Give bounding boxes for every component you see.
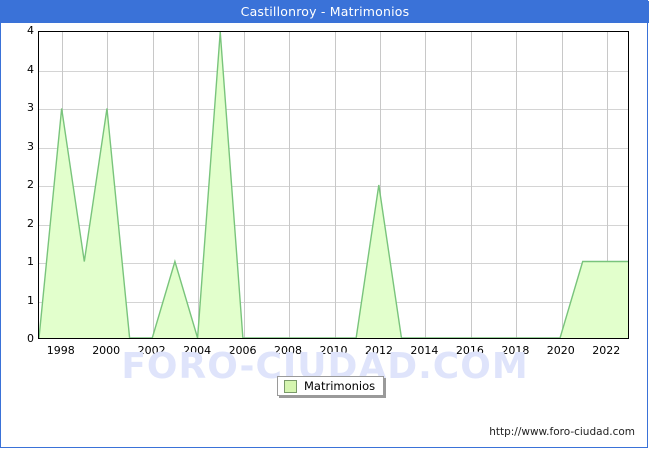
grid-line-horizontal — [39, 147, 628, 149]
grid-line-vertical — [516, 32, 518, 338]
grid-line-vertical — [470, 32, 472, 338]
grid-line-horizontal — [39, 301, 628, 303]
grid-line-horizontal — [39, 109, 628, 110]
y-axis-labels: 4 4 3 3 2 2 1 1 0 — [1, 25, 34, 344]
area-outline — [39, 32, 628, 338]
grid-line-horizontal — [39, 70, 628, 72]
y-axis-tick-label: 0 — [27, 332, 34, 345]
grid-line-vertical — [334, 32, 336, 338]
y-axis-tick-label: 3 — [27, 139, 34, 153]
grid-line-vertical — [561, 32, 563, 338]
x-axis-tick-label: 2012 — [364, 344, 393, 357]
series-matrimonios — [39, 32, 628, 338]
area-fill — [39, 32, 628, 338]
grid-line-horizontal — [39, 186, 628, 187]
x-axis-tick-label: 2006 — [228, 344, 257, 357]
grid-line-vertical — [243, 32, 245, 338]
x-axis-tick-label: 2008 — [274, 344, 303, 357]
x-axis-tick-label: 2000 — [92, 344, 121, 357]
x-axis-tick-label: 2016 — [455, 344, 484, 357]
plot-area — [38, 31, 629, 339]
grid-line-vertical — [152, 32, 154, 338]
x-axis-tick-label: 2002 — [137, 344, 166, 357]
x-axis-tick-label: 2014 — [410, 344, 439, 357]
y-axis-tick-label: 4 — [27, 62, 34, 76]
y-axis-tick-label: 1 — [27, 293, 34, 307]
x-axis-tick-label: 2010 — [319, 344, 348, 357]
y-axis-tick-label: 1 — [27, 255, 34, 268]
x-axis-tick-label: 2018 — [501, 344, 530, 357]
y-axis-tick-label: 4 — [27, 24, 34, 37]
grid-line-horizontal — [39, 224, 628, 226]
x-axis-tick-label: 2004 — [183, 344, 212, 357]
x-axis-tick-label: 2022 — [592, 344, 621, 357]
legend-swatch-icon — [284, 379, 297, 393]
x-axis-labels: 1998 2000 2002 2004 2006 2008 2010 2012 2014 2016… — [38, 344, 629, 360]
grid-line-vertical — [607, 32, 609, 338]
grid-line-vertical — [289, 32, 291, 338]
legend-item-label: Matrimonios — [304, 379, 376, 393]
grid-line-vertical — [379, 32, 381, 338]
grid-line-horizontal — [39, 263, 628, 264]
window-title: Castillonroy - Matrimonios — [1, 1, 649, 23]
y-axis-tick-label: 3 — [27, 101, 34, 114]
x-axis-tick-label: 1998 — [46, 344, 75, 357]
grid-line-vertical — [425, 32, 427, 338]
grid-line-vertical — [198, 32, 200, 338]
y-axis-tick-label: 2 — [27, 216, 34, 230]
legend[interactable]: Matrimonios — [277, 376, 385, 396]
x-axis-tick-label: 2020 — [546, 344, 575, 357]
source-url: http://www.foro-ciudad.com — [489, 426, 635, 438]
y-axis-tick-label: 2 — [27, 178, 34, 191]
